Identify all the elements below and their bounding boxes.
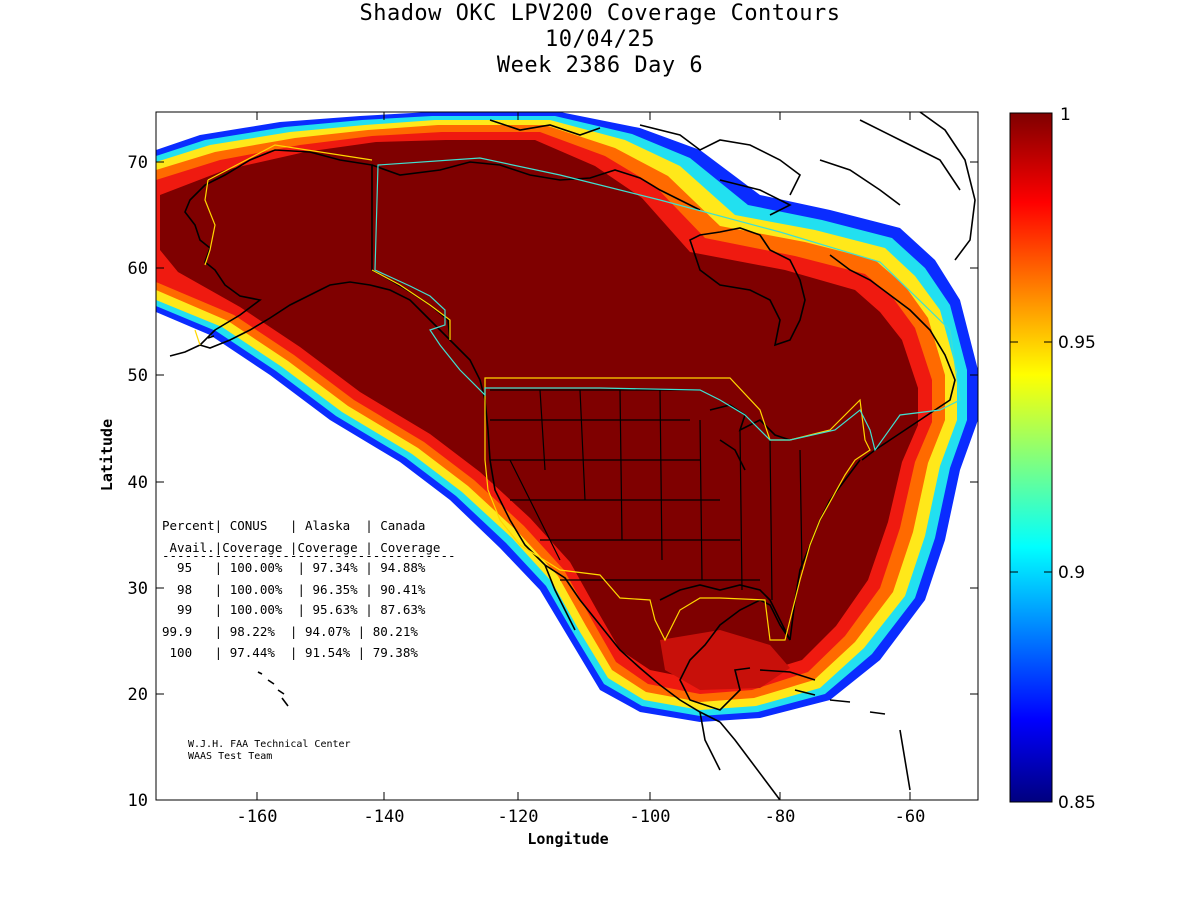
border-alaska-yellow — [194, 144, 451, 346]
coastline-arctic-islands — [489, 119, 961, 216]
political-borders — [194, 144, 961, 642]
coastline-alaska — [184, 149, 452, 349]
colorbar — [1009, 112, 1053, 803]
y-tick-label: 50 — [128, 366, 148, 386]
coastline-aleutians — [169, 335, 215, 357]
coastline-hawaii — [257, 671, 289, 707]
coastline-baja — [544, 564, 576, 631]
x-tick-label: -100 — [630, 807, 671, 827]
y-tick-label: 60 — [128, 259, 148, 279]
coastline-canada-north — [371, 161, 701, 211]
colorbar-tick-label: 0.9 — [1058, 563, 1085, 583]
chart-week-day: Week 2386 Day 6 — [496, 53, 704, 78]
table-row: 95 | 100.00% | 97.34% | 94.88% — [162, 560, 426, 575]
chart-title: Shadow OKC LPV200 Coverage Contours — [359, 1, 841, 26]
table-header-1: Percent| CONUS | Alaska | Canada — [162, 518, 425, 533]
y-tick-label: 10 — [128, 791, 148, 811]
y-tick-label: 20 — [128, 685, 148, 705]
coastline-labrador — [829, 254, 956, 461]
table-row: 99.9 | 98.22% | 94.07% | 80.21% — [162, 624, 418, 639]
table-row: 99 | 100.00% | 95.63% | 87.63% — [162, 602, 426, 617]
table-row: 98 | 100.00% | 96.35% | 90.41% — [162, 582, 426, 597]
x-axis-label: Longitude — [527, 830, 608, 848]
y-axis-label: Latitude — [98, 419, 116, 491]
x-tick-label: -80 — [765, 807, 796, 827]
table-header-2: Avail.|Coverage |Coverage | Coverage — [162, 540, 440, 555]
coastline-caribbean — [759, 669, 911, 791]
plot-frame — [155, 111, 979, 801]
colorbar-tick-marks — [1010, 341, 1052, 573]
border-conus-yellow — [484, 377, 871, 642]
x-tick-label: -120 — [498, 807, 539, 827]
credit-line-2: WAAS Test Team — [188, 751, 272, 762]
coastline-central-america — [699, 711, 781, 800]
colorbar-tick-label: 0.95 — [1058, 333, 1096, 353]
y-tick-marks — [156, 161, 978, 695]
coastline-greenland — [919, 112, 976, 261]
colorbar-tick-label: 1 — [1060, 105, 1071, 125]
coverage-table: Percent| CONUS | Alaska | Canada Avail.|… — [162, 518, 456, 660]
coverage-contours — [156, 112, 978, 722]
x-tick-label: -160 — [237, 807, 278, 827]
chart-date: 10/04/25 — [545, 27, 655, 52]
y-tick-label: 40 — [128, 473, 148, 493]
y-tick-label: 70 — [128, 153, 148, 173]
contour-band-darkred — [160, 140, 918, 680]
credit-line-1: W.J.H. FAA Technical Center — [188, 739, 351, 750]
y-tick-label: 30 — [128, 579, 148, 599]
us-state-lines — [490, 389, 803, 601]
coastline-hudson-bay — [689, 227, 806, 347]
x-tick-label: -60 — [895, 807, 926, 827]
x-tick-marks — [256, 112, 911, 800]
table-row: 100 | 97.44% | 91.54% | 79.38% — [162, 645, 418, 660]
contour-patch-gulf — [660, 630, 790, 690]
table-divider: --------------------------------------- — [162, 548, 456, 563]
border-canada-cyan — [374, 157, 961, 452]
x-tick-label: -140 — [364, 807, 405, 827]
colorbar-tick-label: 0.85 — [1058, 793, 1096, 813]
